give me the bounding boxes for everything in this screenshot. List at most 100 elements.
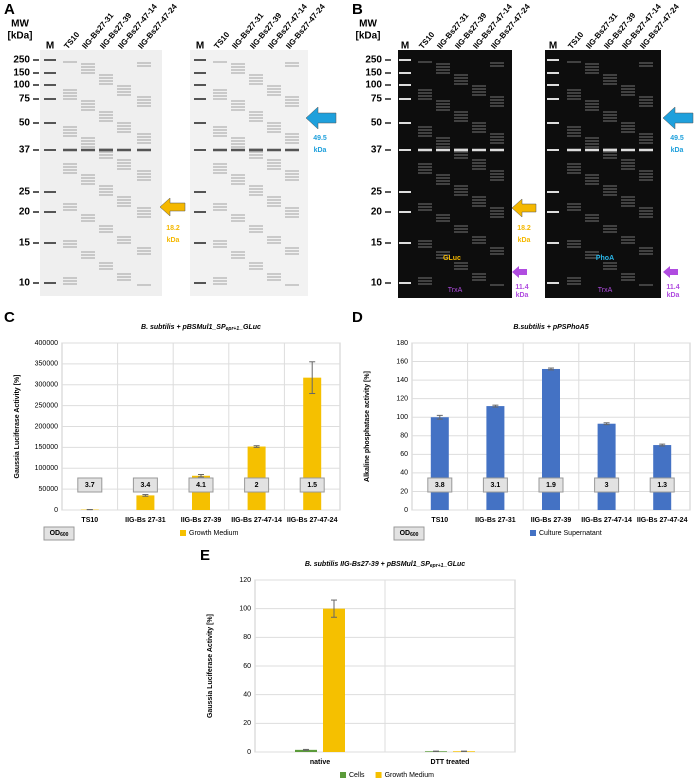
y-tick-label: 50000 <box>39 486 59 493</box>
legend-swatch <box>340 772 346 778</box>
od-label-box <box>393 526 425 541</box>
od-sub: 600 <box>60 532 69 538</box>
x-tick-label: IIG-Bs 27-31 <box>125 517 166 524</box>
y-tick-label: 0 <box>247 749 251 756</box>
bar <box>295 749 317 752</box>
arrow-unit: kDa <box>167 237 180 244</box>
marker-label: 75 <box>19 94 31 105</box>
title-end: _GLuc <box>442 561 465 568</box>
y-tick-label: 400000 <box>35 340 58 347</box>
od-value: 4.1 <box>196 482 206 489</box>
od-value: 1.5 <box>307 482 317 489</box>
arrow-unit: kDa <box>518 237 531 244</box>
od-box <box>244 477 270 493</box>
panel-label: E <box>200 547 210 564</box>
panel-label: B <box>352 1 363 18</box>
od-box <box>649 477 675 493</box>
marker-label: 75 <box>371 94 383 105</box>
od-box <box>299 477 325 493</box>
marker-label: 250 <box>13 55 30 66</box>
y-tick-label: 40 <box>400 470 408 477</box>
gel-a2 <box>190 50 308 296</box>
y-axis-label: Gaussia Luciferase Activity [%] <box>14 374 21 478</box>
y-tick-label: 200000 <box>35 423 58 430</box>
od-value: 2 <box>255 482 259 489</box>
legend-label: Growth Medium <box>385 772 435 779</box>
arrow-unit: kDa <box>314 147 327 154</box>
panel-label: C <box>4 309 15 326</box>
mw-unit: [kDa] <box>355 31 380 42</box>
trxa-label: TrxA <box>448 287 463 294</box>
chart-title: B. subtilis + pBSMul1_SPepr+1_GLuc <box>141 324 261 332</box>
x-tick-label: IIG-Bs 27-31 <box>475 517 516 524</box>
arrow-size: 18.2 <box>517 225 531 232</box>
marker-label: 250 <box>365 55 382 66</box>
lane-label: TS10 <box>212 30 232 51</box>
arrow <box>305 106 337 130</box>
od-sub: 600 <box>410 532 419 538</box>
title-text: B.subtilis + pPSPhoA5 <box>513 324 588 331</box>
y-tick-label: 0 <box>404 507 408 514</box>
od-label: OD600 <box>400 530 419 538</box>
marker-label: 100 <box>365 80 382 91</box>
marker-label: 10 <box>371 278 383 289</box>
title-sub: epr+1 <box>430 563 444 569</box>
od-value: 3 <box>605 482 609 489</box>
od-value: 1.3 <box>657 482 667 489</box>
lane-label: TS10 <box>62 30 82 51</box>
x-tick-label: IIG-Bs 27-47-24 <box>287 517 338 524</box>
y-axis-label: Alkaline phosphatase activity [%] <box>364 371 371 482</box>
marker-lane-label: M <box>46 41 54 52</box>
arrow-unit: kDa <box>671 147 684 154</box>
y-tick-label: 350000 <box>35 361 58 368</box>
legend-label: Culture Supernatant <box>539 530 602 537</box>
title-end: _GLuc <box>238 324 261 331</box>
od-value: 3.4 <box>141 482 151 489</box>
arrow <box>159 197 186 217</box>
y-tick-label: 0 <box>54 507 58 514</box>
marker-label: 100 <box>13 80 30 91</box>
y-tick-label: 60 <box>400 451 408 458</box>
panel-label: D <box>352 309 363 326</box>
arrow-size: 18.2 <box>166 225 180 232</box>
arrow <box>512 266 527 278</box>
y-tick-label: 100 <box>396 414 408 421</box>
od-value: 3.1 <box>491 482 501 489</box>
arrow-unit: kDa <box>667 292 680 299</box>
marker-lane-label: M <box>549 41 557 52</box>
marker-label: 15 <box>371 238 383 249</box>
bar <box>486 406 505 510</box>
bar <box>542 368 560 510</box>
mw-title: MW <box>359 19 377 30</box>
marker-label: 150 <box>365 68 382 79</box>
od-box <box>482 477 508 493</box>
y-axis-label: Gaussia Luciferase Activity [%] <box>207 614 214 718</box>
marker-label: 37 <box>19 145 31 156</box>
arrow-size: 49.5 <box>670 135 684 142</box>
marker-lane-label: M <box>196 41 204 52</box>
od-text: OD <box>50 530 61 537</box>
gel-a1 <box>40 50 162 296</box>
x-tick-label: TS10 <box>81 517 98 524</box>
title-sub: epr+1 <box>226 326 240 332</box>
y-tick-label: 140 <box>396 377 408 384</box>
y-tick-label: 80 <box>400 433 408 440</box>
arrow-unit: kDa <box>516 292 529 299</box>
legend-label: Growth Medium <box>189 530 239 537</box>
y-tick-label: 80 <box>243 634 251 641</box>
arrow-size: 11.4 <box>666 284 679 291</box>
mw-title: MW <box>11 19 29 30</box>
marker-lane-label: M <box>401 41 409 52</box>
od-text: OD <box>400 530 411 537</box>
od-box <box>538 477 564 493</box>
od-value: 3.8 <box>435 482 445 489</box>
trxa-label: TrxA <box>598 287 613 294</box>
mw-unit: [kDa] <box>7 31 32 42</box>
chart-title: B. subtilis IIG-Bs27-39 + pBSMul1_SPepr+… <box>305 561 465 569</box>
od-box <box>427 477 453 493</box>
od-box <box>77 477 103 493</box>
marker-label: 25 <box>19 187 31 198</box>
y-tick-label: 20 <box>243 720 251 727</box>
od-box <box>594 477 620 493</box>
